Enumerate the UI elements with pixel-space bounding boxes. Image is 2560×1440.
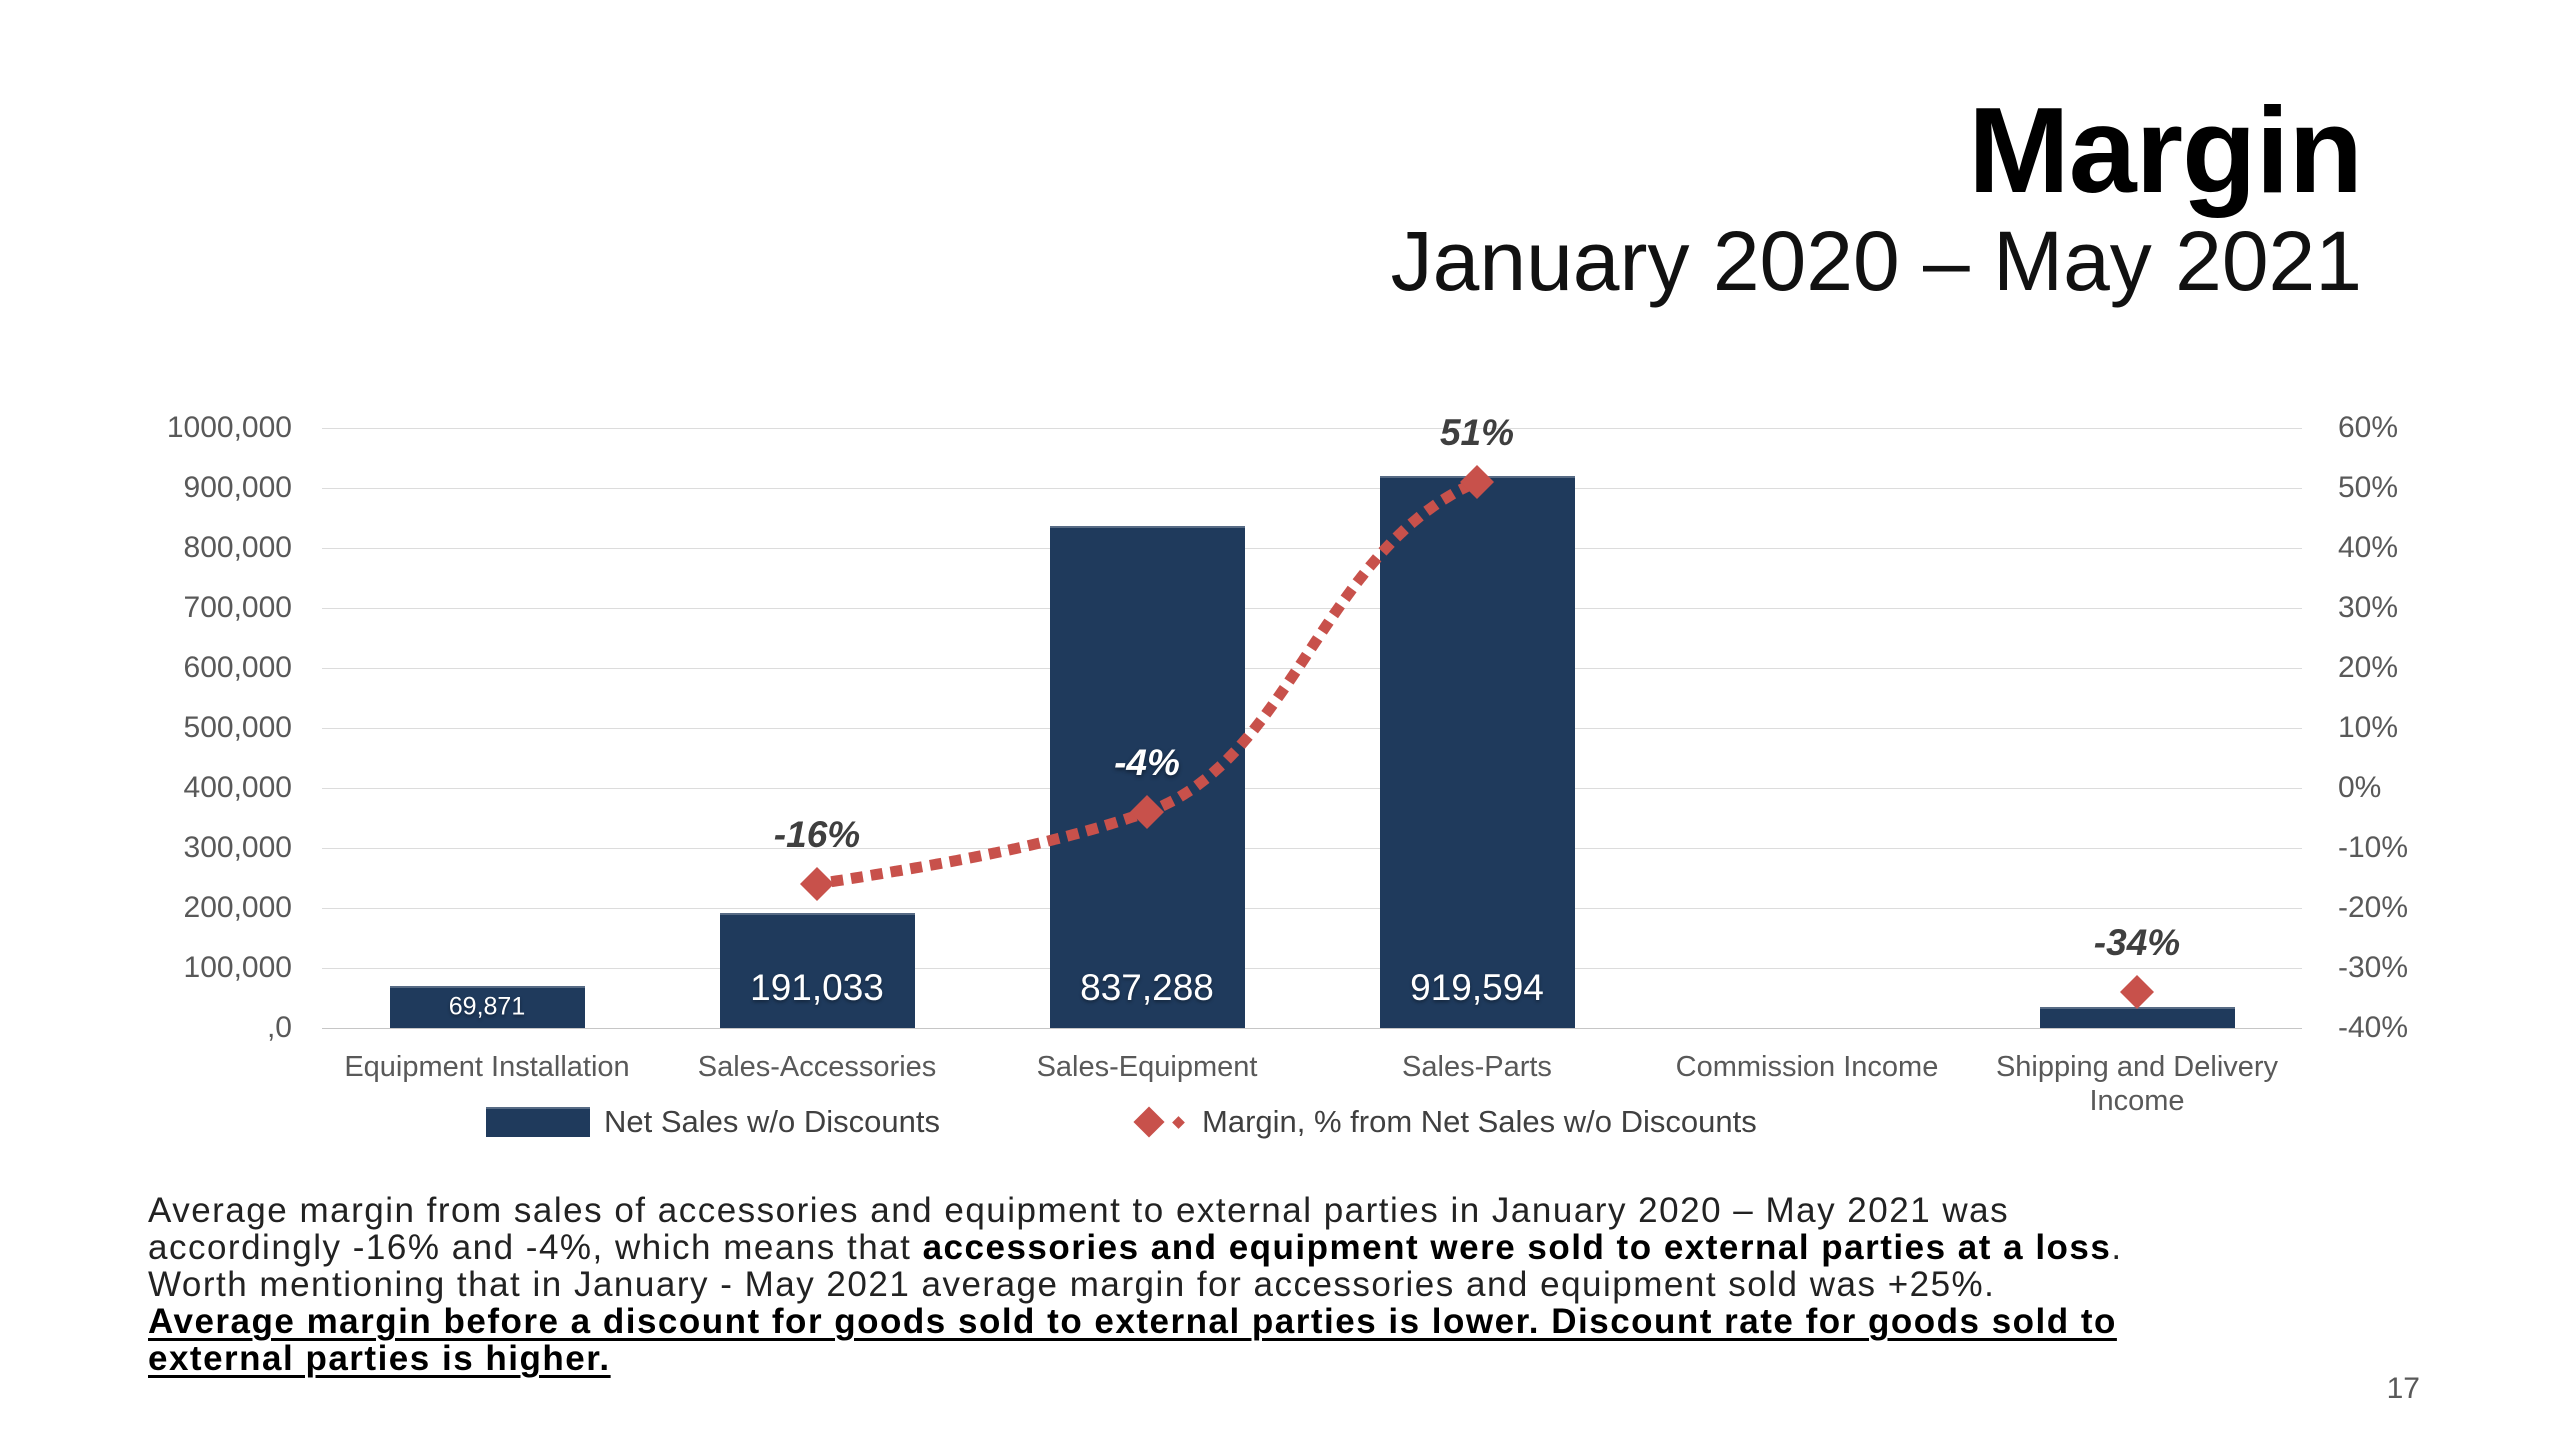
- y-axis-tick-right: -40%: [2338, 1011, 2409, 1044]
- gridline: [322, 488, 2302, 489]
- margin-point-label: -16%: [773, 814, 861, 855]
- category-label-sales-parts: Sales-Parts: [1402, 1051, 1552, 1083]
- legend-item-margin: Margin, % from Net Sales w/o Discounts: [1133, 1102, 1757, 1142]
- y-axis-tick-left: 700,000: [183, 591, 292, 624]
- y-axis-tick-left: 900,000: [183, 471, 292, 504]
- y-axis-tick-left: 300,000: [183, 831, 292, 864]
- legend-label-net-sales: Net Sales w/o Discounts: [604, 1104, 940, 1139]
- paragraph-line: Worth mentioning that in January - May 2…: [148, 1265, 1996, 1304]
- y-axis-tick-left: 100,000: [183, 951, 292, 984]
- margin-point-label: -4%: [1114, 742, 1180, 783]
- bar-shipping-and-delivery-income: [2039, 1007, 2235, 1028]
- paragraph-line: Average margin from sales of accessories…: [148, 1191, 2010, 1230]
- gridline: [322, 788, 2302, 789]
- gridline: [322, 668, 2302, 669]
- gridline: [322, 608, 2302, 609]
- y-axis-tick-right: 60%: [2338, 411, 2399, 444]
- bar-equipment-installation: [389, 986, 585, 1028]
- gridline: [322, 848, 2302, 849]
- category-label-sales-equipment: Sales-Equipment: [1036, 1051, 1258, 1083]
- y-axis-tick-right: 20%: [2338, 651, 2399, 684]
- y-axis-tick-right: 10%: [2338, 711, 2399, 744]
- y-axis-tick-right: -10%: [2338, 831, 2409, 864]
- category-label-equipment-installation: Equipment Installation: [344, 1051, 630, 1083]
- y-axis-tick-right: 0%: [2338, 771, 2382, 804]
- margin-point-label: 51%: [1439, 412, 1515, 453]
- paragraph-line: Average margin before a discount for goo…: [148, 1302, 2117, 1341]
- y-axis-tick-left: 200,000: [183, 891, 292, 924]
- bar-value-label: 191,033: [750, 967, 884, 1008]
- title-block: Margin January 2020 – May 2021: [1390, 82, 2363, 309]
- paragraph-line: accordingly -16% and -4%, which means th…: [148, 1228, 2123, 1267]
- y-axis-tick-left: 500,000: [183, 711, 292, 744]
- legend-label-margin: Margin, % from Net Sales w/o Discounts: [1202, 1104, 1757, 1139]
- y-axis-tick-left: 600,000: [183, 651, 292, 684]
- y-axis-tick-right: -20%: [2338, 891, 2409, 924]
- y-axis-tick-right: -30%: [2338, 951, 2409, 984]
- gridline: [322, 548, 2302, 549]
- margin-point-label: -34%: [2093, 922, 2181, 963]
- bar-sales-accessories: [719, 913, 915, 1028]
- y-axis-tick-left: 400,000: [183, 771, 292, 804]
- gridline: [322, 428, 2302, 429]
- gridline: [322, 968, 2302, 969]
- bar-value-label: 69,871: [448, 992, 526, 1021]
- y-axis-tick-left: 1000,000: [166, 411, 292, 444]
- line-marker-icon: [1133, 1106, 1188, 1138]
- y-axis-tick-right: 40%: [2338, 531, 2399, 564]
- y-axis-tick-right: 50%: [2338, 471, 2399, 504]
- y-axis-tick-left: 800,000: [183, 531, 292, 564]
- category-label-commission-income: Commission Income: [1675, 1051, 1939, 1083]
- gridline: [322, 1028, 2302, 1029]
- gridline: [322, 908, 2302, 909]
- slide-subtitle: January 2020 – May 2021: [1390, 214, 2362, 309]
- page-number: 17: [2386, 1372, 2420, 1405]
- category-label-sales-accessories: Sales-Accessories: [697, 1051, 937, 1083]
- margin-marker-icon: [2120, 975, 2154, 1009]
- category-label-shipping-and-delivery-income: Shipping and Delivery Income: [1995, 1051, 2279, 1117]
- margin-marker-icon: [800, 867, 834, 901]
- slide-title: Margin: [1968, 82, 2363, 218]
- bar-swatch-icon: [486, 1107, 590, 1137]
- bar-sales-parts: [1379, 476, 1575, 1028]
- bar-value-label: 837,288: [1080, 967, 1214, 1008]
- commentary-paragraph: Average margin from sales of accessories…: [148, 1192, 2358, 1377]
- paragraph-line: external parties is higher.: [148, 1339, 611, 1378]
- y-axis-tick-right: 30%: [2338, 591, 2399, 624]
- gridline: [322, 728, 2302, 729]
- y-axis-tick-left: ,0: [266, 1011, 292, 1044]
- legend-item-net-sales: Net Sales w/o Discounts: [486, 1102, 940, 1142]
- bar-value-label: 919,594: [1410, 967, 1544, 1008]
